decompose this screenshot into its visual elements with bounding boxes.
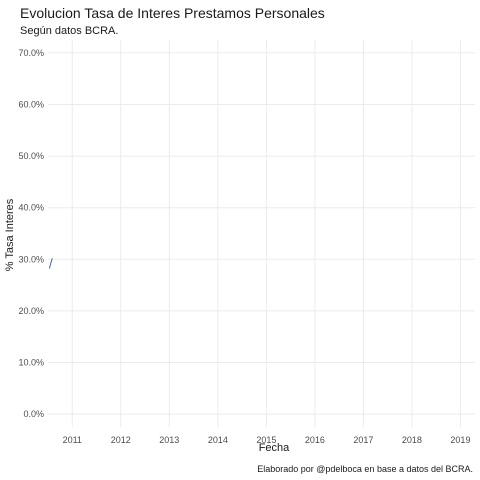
- y-tick-label: 30.0%: [18, 254, 44, 264]
- chart-subtitle: Según datos BCRA.: [20, 25, 118, 37]
- grid: [48, 40, 475, 427]
- x-tick-label: 2014: [208, 435, 228, 445]
- series-line: [48, 258, 53, 269]
- x-tick-label: 2019: [450, 435, 470, 445]
- y-tick-label: 60.0%: [18, 100, 44, 110]
- y-tick-label: 40.0%: [18, 203, 44, 213]
- x-tick-label: 2012: [111, 435, 131, 445]
- y-tick-label: 70.0%: [18, 48, 44, 58]
- y-axis-ticks: 0.0% 10.0% 20.0% 30.0% 40.0% 50.0% 60.0% 70.0%: [18, 48, 44, 419]
- x-tick-label: 2017: [353, 435, 373, 445]
- chart-title: Evolucion Tasa de Interes Prestamos Pers…: [20, 5, 325, 21]
- y-tick-label: 50.0%: [18, 151, 44, 161]
- x-tick-label: 2011: [63, 435, 82, 445]
- y-tick-label: 10.0%: [18, 358, 44, 368]
- x-axis-ticks: 2011 2012 2013 2014 2015 2016 2017 2018 2019: [63, 435, 471, 445]
- y-tick-label: 20.0%: [18, 306, 44, 316]
- x-tick-label: 2016: [305, 435, 325, 445]
- x-tick-label: 2018: [402, 435, 422, 445]
- x-tick-label: 2013: [159, 435, 179, 445]
- x-tick-label: 2015: [256, 435, 276, 445]
- chart-caption: Elaborado por @pdelboca en base a datos …: [257, 464, 473, 474]
- series-layer: [48, 258, 53, 269]
- x-axis-title: Fecha: [259, 442, 290, 454]
- y-tick-label: 0.0%: [23, 409, 44, 419]
- y-axis-title: % Tasa Interes: [4, 198, 16, 271]
